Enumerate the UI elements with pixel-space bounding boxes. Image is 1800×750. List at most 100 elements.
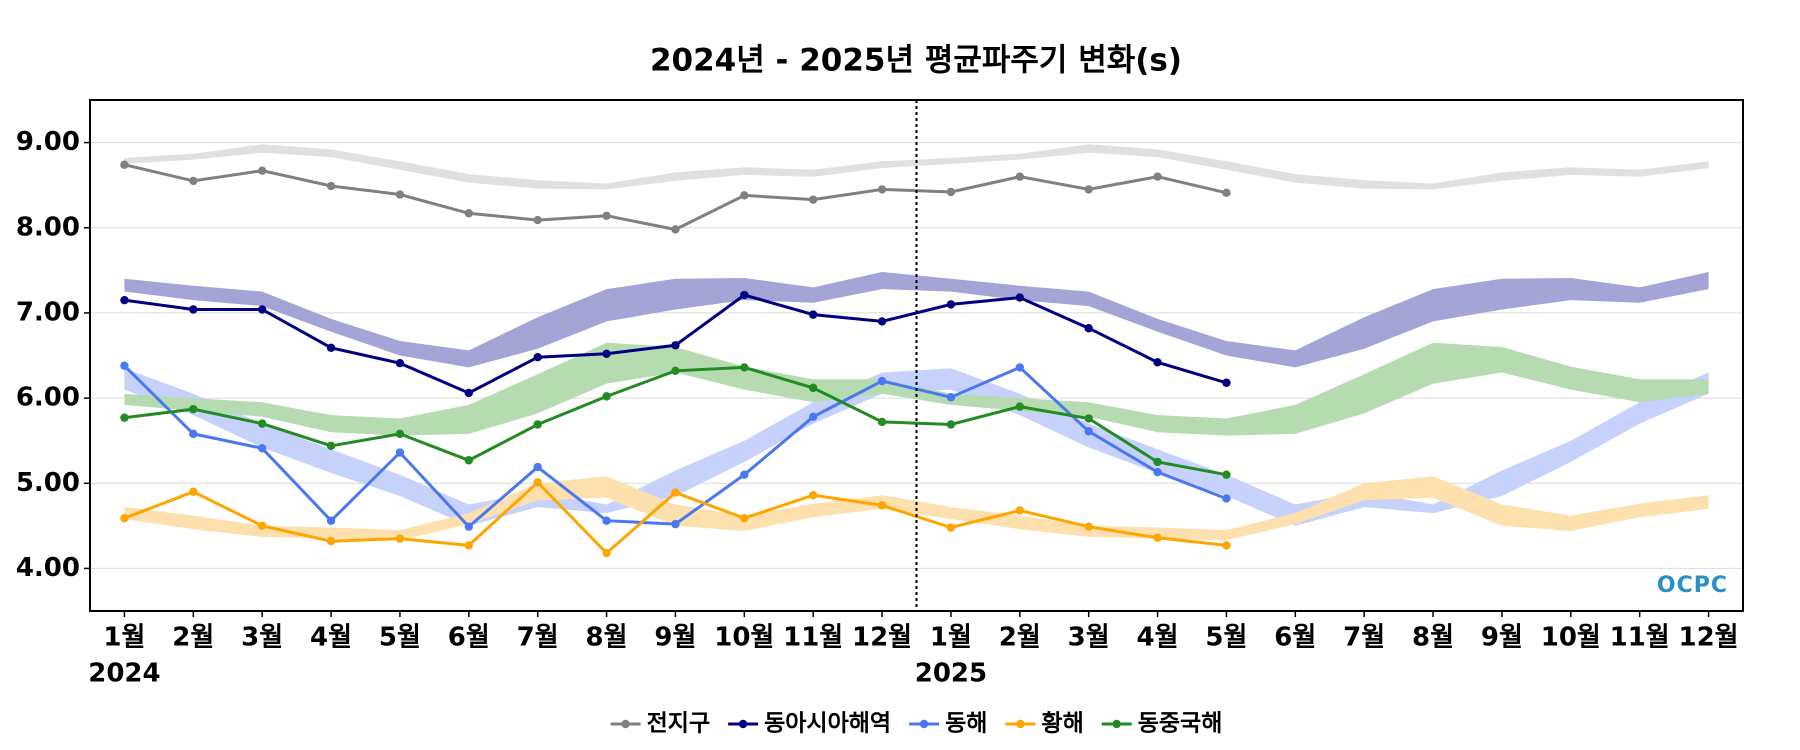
data-point xyxy=(257,444,267,453)
x-tick-label: 1월 xyxy=(103,623,145,653)
data-point xyxy=(120,160,129,169)
data-point xyxy=(1153,172,1162,181)
data-point xyxy=(808,195,818,204)
x-tick-label: 2월 xyxy=(172,623,214,653)
data-point xyxy=(120,413,129,422)
data-point xyxy=(326,536,336,546)
legend-marker xyxy=(738,719,748,729)
legend-item: 황해 xyxy=(1005,711,1084,737)
data-point xyxy=(740,290,749,300)
data-point xyxy=(946,187,956,197)
data-point xyxy=(326,516,336,525)
data-point xyxy=(257,419,267,428)
data-point xyxy=(189,404,198,414)
data-point xyxy=(395,358,405,368)
x-tick-label: 4월 xyxy=(310,623,352,653)
data-point xyxy=(326,441,336,450)
x-tick-label: 7월 xyxy=(1343,623,1385,653)
data-point xyxy=(1222,378,1231,387)
data-point xyxy=(1153,533,1162,542)
data-point xyxy=(877,417,887,427)
data-point xyxy=(740,470,749,479)
legend-label: 전지구 xyxy=(647,711,710,737)
data-point xyxy=(946,393,956,402)
data-point xyxy=(602,548,611,558)
data-point xyxy=(189,305,198,314)
data-point xyxy=(946,300,956,309)
data-point xyxy=(326,343,336,353)
data-point xyxy=(1084,427,1093,436)
data-point xyxy=(1015,402,1025,411)
x-tick-label: 11월 xyxy=(783,623,843,653)
data-point xyxy=(877,376,887,386)
data-point xyxy=(464,456,474,465)
data-point xyxy=(257,521,267,531)
data-point xyxy=(120,361,129,370)
legend-label: 황해 xyxy=(1041,711,1083,737)
x-tick-label: 6월 xyxy=(448,623,490,653)
data-point xyxy=(808,383,818,393)
lines xyxy=(120,160,1231,558)
x-tick-label: 8월 xyxy=(1412,623,1454,653)
data-point xyxy=(464,388,474,398)
y-tick-label: 5.00 xyxy=(16,468,80,498)
data-point xyxy=(602,392,611,401)
legend-label: 동아시아해역 xyxy=(764,711,891,737)
data-point xyxy=(1084,324,1093,333)
data-point xyxy=(808,412,818,422)
x-tick-label: 3월 xyxy=(241,623,283,653)
data-point xyxy=(464,541,474,550)
data-point xyxy=(257,305,267,314)
data-point xyxy=(120,295,129,305)
data-point xyxy=(740,363,749,372)
data-point xyxy=(877,501,887,510)
legend-marker xyxy=(1016,719,1025,729)
data-point xyxy=(257,166,267,175)
data-point xyxy=(1084,414,1093,423)
x-tick-label: 5월 xyxy=(379,623,421,653)
data-point xyxy=(1084,185,1093,194)
x-tick-label: 5월 xyxy=(1205,623,1247,653)
x-tick-label: 2월 xyxy=(999,623,1041,653)
data-point xyxy=(1222,470,1231,479)
data-point xyxy=(671,341,680,350)
data-point xyxy=(1015,363,1025,372)
x-tick-label: 1월 xyxy=(930,623,972,653)
x-tick-label: 12월 xyxy=(1679,623,1739,653)
data-point xyxy=(946,420,956,429)
legend-marker xyxy=(919,719,929,729)
data-point xyxy=(395,429,405,439)
data-point xyxy=(671,366,680,376)
y-tick-label: 6.00 xyxy=(16,383,80,413)
range-band xyxy=(124,272,1709,368)
x-tick-label: 9월 xyxy=(654,623,696,653)
data-point xyxy=(602,349,611,358)
data-point xyxy=(1222,188,1231,198)
x-tick-label: 12월 xyxy=(852,623,912,653)
x-tick-label: 10월 xyxy=(714,623,774,653)
data-point xyxy=(189,429,198,439)
legend-item: 전지구 xyxy=(610,711,710,737)
year-label: 2025 xyxy=(915,659,987,689)
data-point xyxy=(533,215,542,225)
x-tick-label: 3월 xyxy=(1068,623,1110,653)
legend-item: 동아시아해역 xyxy=(728,711,891,737)
data-point xyxy=(464,522,474,531)
data-point xyxy=(1015,506,1025,515)
x-tick-label: 4월 xyxy=(1137,623,1179,653)
x-tick-label: 6월 xyxy=(1274,623,1316,653)
data-point xyxy=(1084,522,1093,531)
data-point xyxy=(946,523,956,532)
y-tick-label: 9.00 xyxy=(16,127,80,157)
x-tick-label: 8월 xyxy=(586,623,628,653)
data-point xyxy=(533,420,542,429)
data-point xyxy=(1222,541,1231,550)
legend-marker xyxy=(1112,719,1121,729)
x-tick-label: 11월 xyxy=(1610,623,1670,653)
plot-frame xyxy=(89,99,1744,612)
data-point xyxy=(740,191,749,200)
chart-title: 2024년 - 2025년 평균파주기 변화(s) xyxy=(650,43,1182,79)
legend-item: 동해 xyxy=(909,711,987,737)
